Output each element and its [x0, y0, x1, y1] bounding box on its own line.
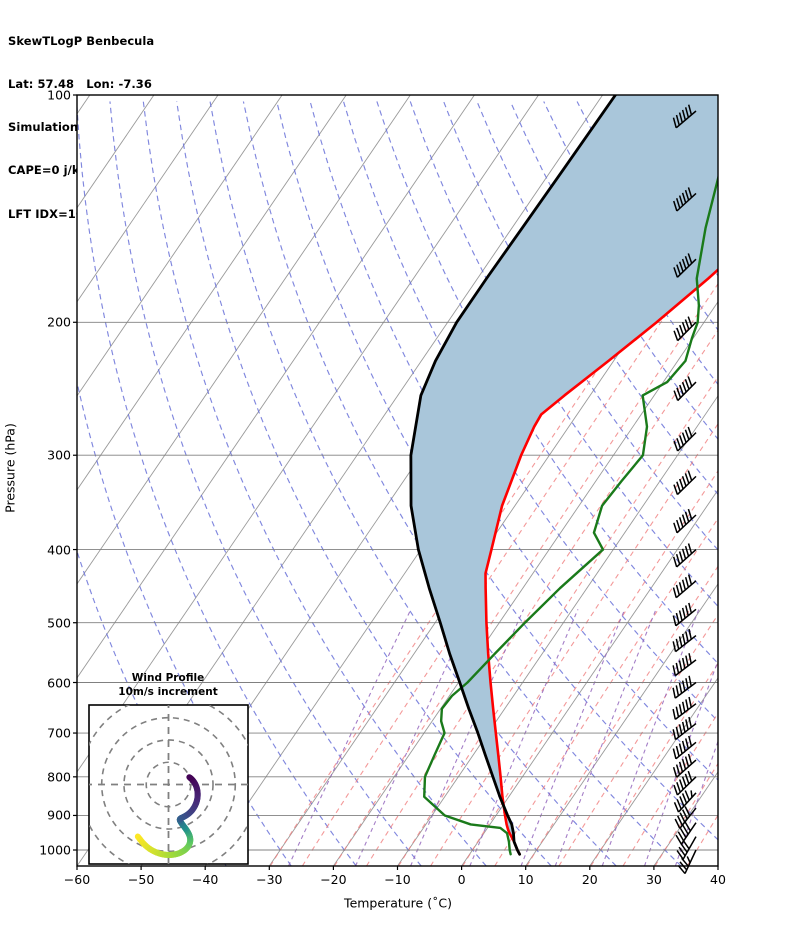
- mixing-ratio-lines: [288, 609, 718, 866]
- wind-barbs: [672, 104, 697, 875]
- x-tick-0: 0: [457, 872, 466, 887]
- x-tick--50: −50: [127, 872, 155, 887]
- temperature-trace: [409, 95, 617, 856]
- y-tick-400: 400: [47, 542, 71, 558]
- y-tick-500: 500: [47, 615, 71, 631]
- header-line-latlon: Lat: 57.48 Lon: -7.36: [8, 77, 152, 92]
- y-tick-900: 900: [47, 807, 71, 823]
- hodograph-inset: [88, 704, 249, 865]
- x-axis-label: Temperature (˚C): [344, 895, 452, 911]
- y-tick-1000: 1000: [39, 842, 71, 858]
- x-tick--10: −10: [384, 872, 411, 887]
- x-tick-20: 20: [581, 872, 598, 887]
- y-tick-800: 800: [47, 769, 71, 785]
- cape-shaded-region: [410, 95, 718, 866]
- y-tick-200: 200: [47, 314, 71, 330]
- y-tick-600: 600: [47, 675, 71, 690]
- x-tick-40: 40: [710, 872, 726, 887]
- y-tick-300: 300: [47, 447, 71, 463]
- dewpoint-trace: [423, 173, 718, 856]
- x-tick-30: 30: [645, 872, 662, 887]
- x-tick--30: −30: [256, 872, 283, 887]
- axis-ticks: [73, 94, 719, 870]
- x-tick--20: −20: [320, 872, 347, 887]
- parcel-trace: [484, 268, 718, 856]
- x-tick--40: −40: [191, 872, 219, 887]
- x-axis-ticklabels: −60 −50 −40 −30 −20 −10 0 10 20 30 40: [0, 872, 794, 894]
- y-tick-100: 100: [47, 87, 71, 103]
- inset-title-line1: Wind Profile: [131, 672, 205, 684]
- y-tick-700: 700: [47, 725, 71, 741]
- y-axis-ticklabels: 100 200 300 400 500 600 700 800 900 1000: [0, 0, 71, 937]
- x-tick--60: −60: [63, 872, 91, 887]
- x-tick-10: 10: [517, 872, 534, 887]
- header-line-title: SkewTLogP Benbecula: [8, 33, 155, 48]
- inset-title-line2: 10m/s increment: [118, 686, 218, 698]
